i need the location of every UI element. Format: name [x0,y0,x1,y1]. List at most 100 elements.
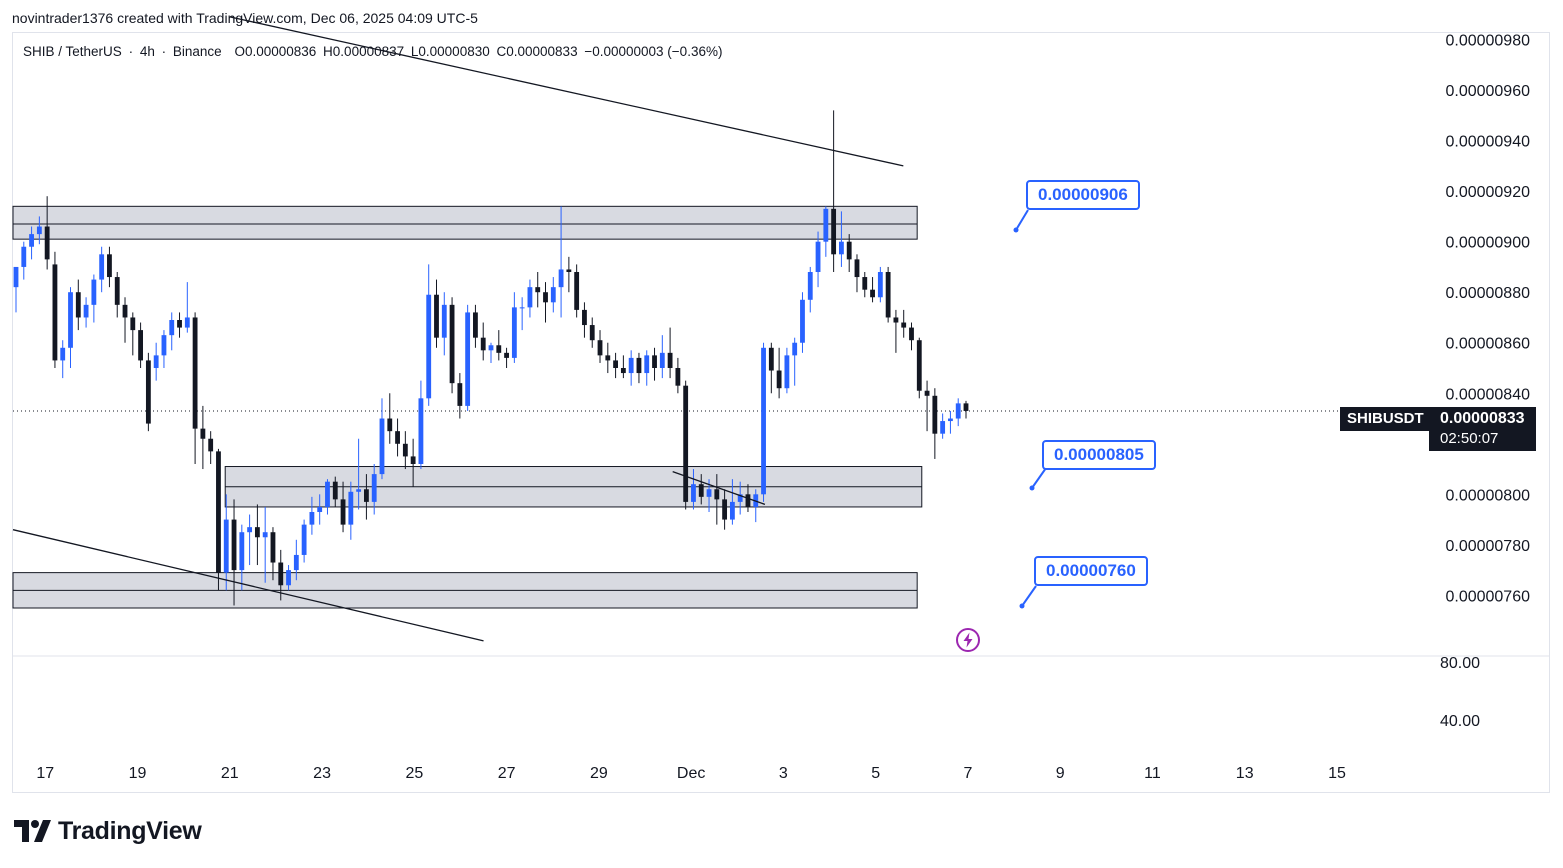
x-axis-tick: 27 [498,765,516,782]
candle-body [465,312,471,406]
candle-body [729,501,735,520]
candle-body [231,519,237,571]
candle-body [340,499,346,525]
legend-interval: 4h [139,44,155,59]
candle-body [254,527,260,538]
candle-body [909,327,914,341]
candle-body [550,287,556,303]
x-axis-tick: 29 [590,765,608,782]
last-price-value: 0.00000833 [1440,410,1525,427]
y-axis-tick: 0.00000900 [1445,235,1530,252]
indicator-axis-tick: 40.00 [1440,713,1480,730]
candle-body [543,292,548,303]
candle-body [566,269,572,272]
candle-body [177,320,182,328]
candle-body [691,484,696,502]
candle-body [784,355,790,389]
trendline-1 [12,529,484,642]
symbol-legend: SHIB / TetherUS · 4h · Binance O0.000008… [23,44,725,59]
candle-body [737,494,743,502]
level-label-lower[interactable]: 0.00000760 [1034,556,1148,586]
candle-body [278,562,284,586]
candle-body [270,532,276,563]
candle-body [792,342,798,356]
candle-body [535,287,541,293]
candle-body [184,317,190,328]
candle-body [348,491,354,525]
y-axis-tick: 0.00000980 [1445,33,1530,50]
candle-body [223,519,229,573]
candle-body [800,299,805,343]
legend-close: C0.00000833 [496,44,578,59]
candle-body [13,266,19,288]
lightning-icon[interactable] [955,627,981,653]
candle-body [527,287,533,308]
candle-body [301,524,307,555]
candle-body [371,474,377,502]
candle-body [122,304,128,318]
x-axis-tick: 19 [129,765,147,782]
candle-body [675,368,681,386]
y-axis-tick: 0.00000760 [1445,588,1530,605]
candle-body [449,304,455,384]
candle-body [815,241,821,272]
candle-body [153,355,159,368]
candle-body [589,325,595,341]
x-axis-tick: 3 [779,765,788,782]
last-price-badge: 0.00000833 02:50:07 [1429,407,1536,451]
candle-body [325,481,330,507]
y-axis-tick: 0.00000800 [1445,487,1530,504]
candle-body [114,277,120,305]
candle-body [402,443,408,457]
candle-body [901,322,907,328]
candle-body [628,357,634,374]
candle-body [75,292,81,318]
candle-body [877,272,883,298]
legend-sep: · [161,44,167,59]
zone-0 [12,205,918,240]
candle-body [309,512,315,525]
candle-body [652,355,657,368]
candle-body [862,277,868,290]
candle-body [44,226,50,260]
candle-body [807,272,813,300]
candle-body [426,294,432,399]
level-label-middle[interactable]: 0.00000805 [1042,440,1156,470]
candle-body [768,347,774,371]
candle-body [620,368,626,374]
candle-body [838,241,844,255]
x-axis-tick: 21 [221,765,239,782]
candle-body [356,489,362,492]
candle-body [955,403,961,419]
candle-body [68,292,73,348]
tradingview-logo-text: TradingView [58,816,202,845]
x-axis-tick: Dec [677,765,705,782]
x-axis-tick: 5 [871,765,880,782]
legend-exchange: Binance [172,44,222,59]
attribution-text: novintrader1376 created with TradingView… [12,10,478,26]
level-label-upper[interactable]: 0.00000906 [1026,180,1140,210]
trendline-0 [229,16,904,167]
candle-body [574,272,580,310]
tradingview-logo[interactable]: TradingView [14,815,202,847]
candle-body [636,357,642,374]
candle-body [107,254,112,278]
tradingview-logo-icon [14,820,51,842]
candle-body [21,246,27,267]
candle-body [745,494,751,507]
candle-body [239,532,245,571]
candle-body [722,499,728,520]
candle-body [659,352,665,368]
candle-body [698,484,704,497]
candle-body [99,254,105,280]
candle-body [916,340,922,391]
candle-body [434,294,439,338]
candle-body [644,355,650,374]
candle-body [441,304,447,338]
candle-body [932,395,938,434]
candle-body [613,360,619,368]
candle-body [363,489,369,502]
candle-body [504,352,509,358]
label-pointer-dot-1 [1029,485,1035,491]
